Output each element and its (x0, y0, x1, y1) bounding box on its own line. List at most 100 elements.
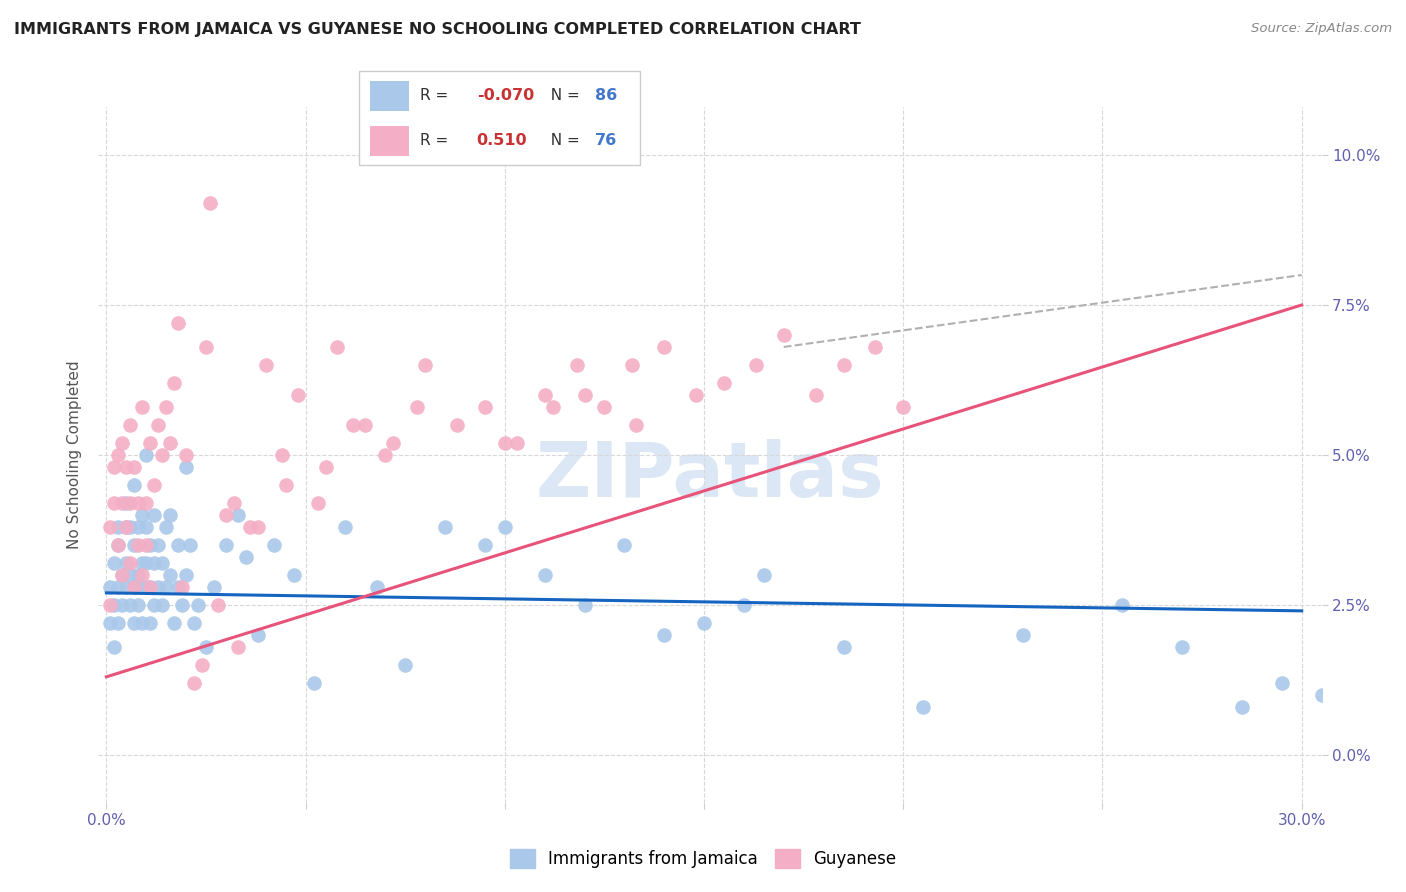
Point (100, 615, 122, 630)
Point (131, 567, 153, 582)
Text: Source: ZipAtlas.com: Source: ZipAtlas.com (1251, 22, 1392, 36)
Point (131, 400, 153, 414)
Point (124, 615, 146, 630)
Point (254, 358, 277, 372)
Point (103, 598, 125, 612)
Point (733, 598, 755, 612)
Point (107, 615, 129, 630)
Point (239, 520, 262, 534)
Point (167, 538, 190, 552)
Point (406, 400, 429, 414)
Point (111, 567, 134, 582)
Text: R =: R = (420, 87, 454, 103)
Point (533, 388, 555, 402)
Point (107, 580, 129, 594)
Point (494, 436, 516, 450)
Point (143, 556, 166, 570)
Point (135, 556, 157, 570)
Point (307, 496, 329, 510)
Point (270, 448, 292, 462)
Point (287, 388, 309, 402)
Point (135, 538, 157, 552)
Point (135, 520, 157, 534)
Point (111, 496, 134, 510)
Point (107, 448, 129, 462)
Point (115, 459, 138, 474)
Text: 0.510: 0.510 (477, 133, 527, 148)
Point (135, 580, 157, 594)
Point (131, 556, 153, 570)
Y-axis label: No Schooling Completed: No Schooling Completed (67, 360, 83, 549)
Point (115, 496, 138, 510)
Point (124, 459, 146, 474)
Point (167, 580, 190, 594)
Point (163, 376, 186, 390)
Point (274, 478, 297, 492)
Text: N =: N = (541, 133, 585, 148)
Point (685, 388, 707, 402)
Point (533, 567, 555, 582)
Point (120, 496, 142, 510)
Point (283, 567, 305, 582)
Text: -0.070: -0.070 (477, 87, 534, 103)
Point (366, 580, 388, 594)
Point (107, 520, 129, 534)
Point (354, 417, 377, 432)
Point (226, 508, 249, 522)
Point (124, 478, 146, 492)
Point (891, 400, 914, 414)
Point (593, 400, 616, 414)
Point (574, 388, 596, 402)
Point (1310, 688, 1333, 702)
Point (163, 615, 186, 630)
Point (135, 496, 157, 510)
Text: N =: N = (541, 87, 585, 103)
Point (342, 417, 364, 432)
Point (120, 417, 142, 432)
FancyBboxPatch shape (370, 126, 409, 156)
Point (143, 508, 166, 522)
Legend: Immigrants from Jamaica, Guyanese: Immigrants from Jamaica, Guyanese (503, 843, 903, 875)
Point (107, 538, 129, 552)
Point (613, 538, 636, 552)
Point (191, 657, 214, 672)
Point (103, 640, 125, 654)
Point (474, 400, 496, 414)
Text: 76: 76 (595, 133, 617, 148)
Point (127, 598, 149, 612)
Point (159, 567, 181, 582)
Point (150, 598, 173, 612)
Point (263, 538, 285, 552)
Point (195, 640, 218, 654)
Point (1171, 640, 1194, 654)
Point (115, 520, 138, 534)
Point (207, 598, 229, 612)
Point (139, 580, 162, 594)
Point (215, 538, 238, 552)
Point (804, 388, 827, 402)
Point (1111, 598, 1133, 612)
Point (865, 340, 887, 354)
Point (246, 628, 269, 642)
Point (131, 508, 153, 522)
Point (124, 580, 146, 594)
Point (693, 615, 716, 630)
FancyBboxPatch shape (359, 71, 640, 165)
Point (772, 328, 794, 343)
Point (120, 567, 142, 582)
Point (148, 580, 170, 594)
Point (127, 520, 149, 534)
Point (159, 508, 181, 522)
Point (494, 520, 516, 534)
Point (174, 448, 197, 462)
Point (413, 358, 436, 372)
Point (167, 316, 190, 330)
Point (159, 436, 181, 450)
Text: IMMIGRANTS FROM JAMAICA VS GUYANESE NO SCHOOLING COMPLETED CORRELATION CHART: IMMIGRANTS FROM JAMAICA VS GUYANESE NO S… (14, 22, 860, 37)
Point (912, 699, 935, 714)
Text: R =: R = (420, 133, 458, 148)
Point (235, 549, 257, 564)
Point (752, 567, 775, 582)
Point (745, 358, 768, 372)
Point (131, 615, 153, 630)
